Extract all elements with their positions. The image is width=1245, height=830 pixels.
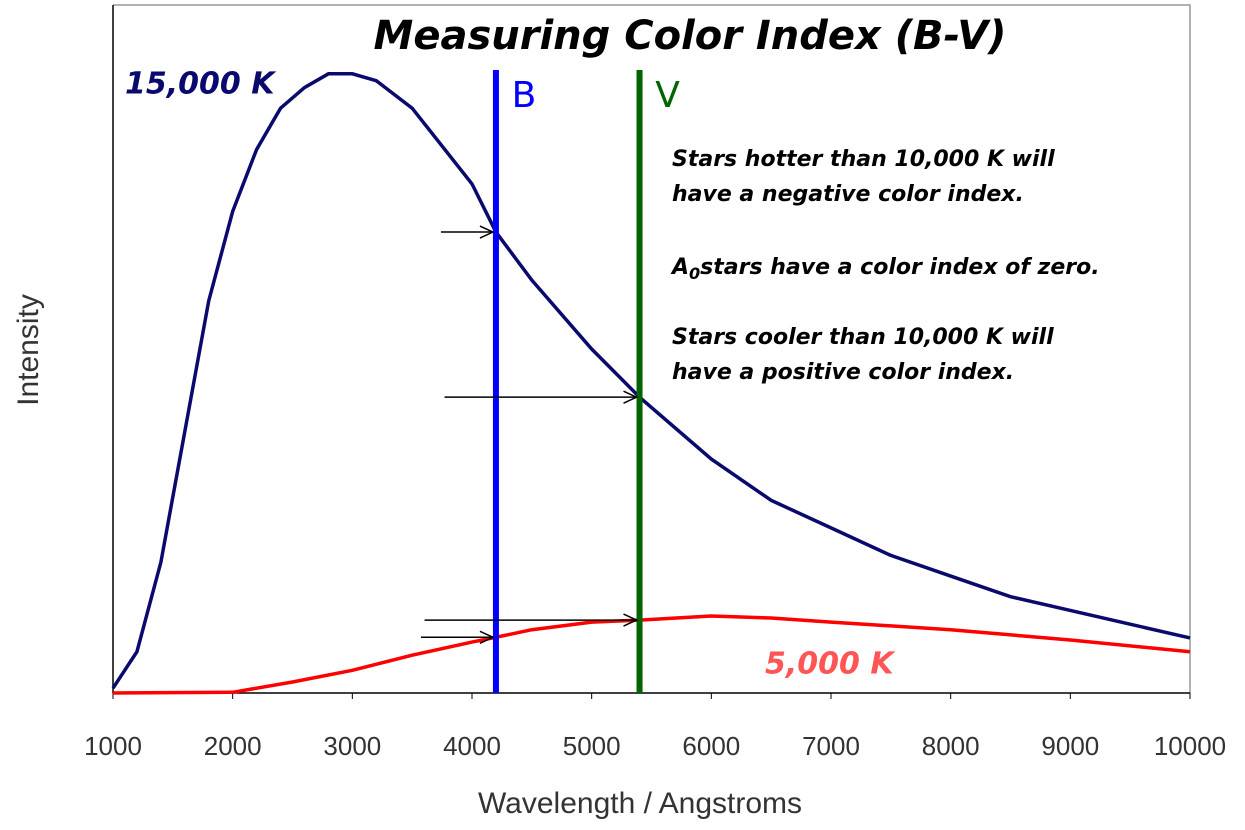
x-tick-label: 10000 [1154,731,1226,761]
plot-frame [113,4,1191,693]
arrow [420,630,495,644]
arrow [440,225,495,239]
x-tick-label: 3000 [323,731,381,761]
x-tick-label: 8000 [922,731,980,761]
annotation: A0stars have a color index of zero. [670,255,1100,283]
annotation: have a negative color index. [672,182,1024,207]
x-tick-label: 7000 [802,731,860,761]
annotation: Stars hotter than 10,000 K will [672,147,1055,172]
chart-title: Measuring Color Index (B-V) [374,13,1007,59]
series-line [111,72,1191,690]
x-tick-label: 6000 [682,731,740,761]
arrow [424,613,639,627]
annotation-text: stars have a color index of zero. [700,255,1099,280]
series-label: 5,000 K [765,647,896,682]
x-tick-label: 9000 [1041,731,1099,761]
annotation-base: A [670,255,689,280]
x-tick-label: 2000 [204,731,262,761]
arrow [444,390,639,404]
band-label: V [655,75,680,116]
annotation: Stars cooler than 10,000 K will [672,325,1054,350]
x-axis-title: Wavelength / Angstroms [478,787,802,820]
x-tick-label: 1000 [84,731,142,761]
x-tick-label: 4000 [443,731,501,761]
x-tick-label: 5000 [563,731,621,761]
annotation-sub: 0 [689,264,700,283]
series-label: 15,000 K [125,67,277,102]
series-line [112,614,1191,695]
annotation: have a positive color index. [672,360,1014,385]
band-label: B [512,75,537,116]
y-axis-title: Intensity [12,294,45,406]
